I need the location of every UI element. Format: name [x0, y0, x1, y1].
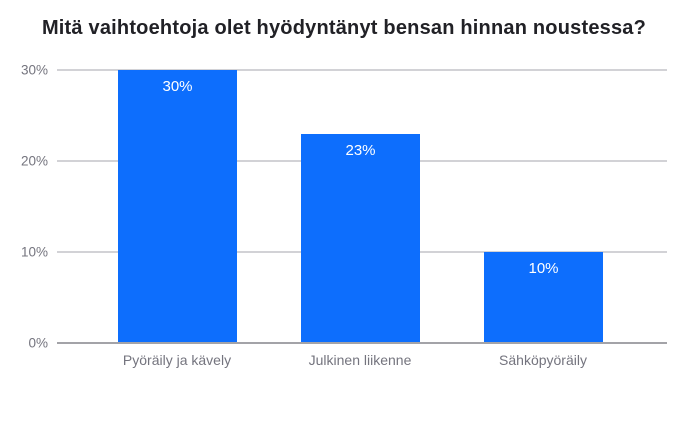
x-axis-category-label: Julkinen liikenne	[308, 352, 412, 368]
y-axis-tick-label: 0%	[28, 335, 48, 351]
chart-title: Mitä vaihtoehtoja olet hyödyntänyt bensa…	[41, 17, 647, 39]
bar-julkinen-liikenne: 23%	[301, 133, 420, 343]
bar-value-label: 30%	[162, 78, 193, 95]
bar-value-label: 23%	[345, 141, 376, 159]
y-axis-tick-label: 20%	[20, 153, 48, 169]
gridline-30	[57, 69, 667, 71]
plot-area: 30% 23% 10% Pyöräily ja kävely Julkinen …	[57, 69, 667, 368]
bar-sahkopyoraily: 10%	[484, 252, 603, 343]
x-axis-category-label: Pyöräily ja kävely	[122, 352, 232, 368]
bar-value-label: 10%	[528, 260, 559, 277]
bar-pyoraily-ja-kavely: 30%	[118, 70, 237, 343]
x-axis-baseline	[57, 342, 667, 344]
y-axis-tick-label: 30%	[20, 62, 48, 78]
y-axis-tick-label: 10%	[20, 244, 48, 260]
x-axis-category-label: Sähköpyöräily	[499, 352, 587, 368]
y-axis: 30% 20% 10% 0%	[0, 63, 48, 351]
